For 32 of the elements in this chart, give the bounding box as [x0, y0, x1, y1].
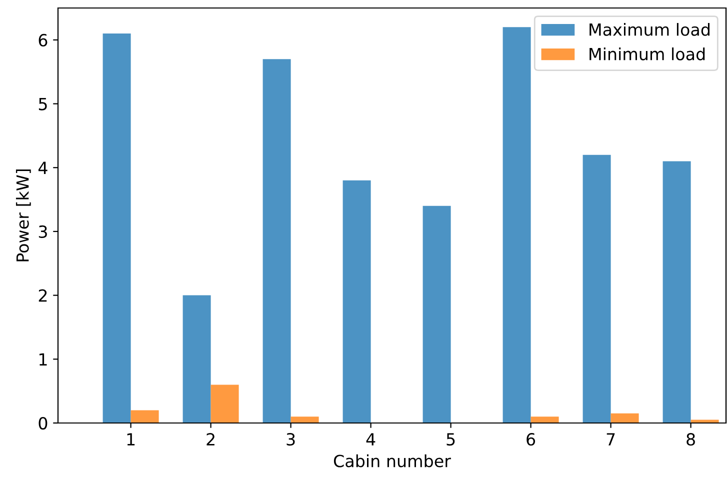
bar: [182, 295, 211, 423]
y-tick-label: 3: [38, 225, 47, 238]
x-tick-label: 5: [446, 433, 455, 446]
y-tick-label: 2: [38, 289, 47, 302]
x-axis-title: Cabin number: [334, 454, 451, 468]
bar: [290, 416, 319, 423]
legend-label: Minimum load: [590, 47, 705, 60]
y-tick-label: 5: [38, 98, 47, 110]
x-tick-label: 7: [606, 433, 615, 446]
bar: [582, 154, 611, 423]
bar: [662, 161, 691, 423]
x-tick-label: 1: [127, 433, 135, 446]
bar: [130, 410, 159, 423]
bar: [342, 180, 371, 423]
legend-label: Maximum load: [590, 23, 710, 36]
bar: [422, 206, 451, 423]
bar: [502, 27, 531, 423]
y-tick-label: 4: [38, 162, 48, 174]
x-tick-label: 2: [206, 433, 214, 446]
y-tick-label: 1: [40, 353, 47, 366]
x-tick-label: 8: [686, 433, 695, 446]
bar: [530, 416, 559, 423]
x-tick-label: 6: [526, 433, 536, 446]
bar: [102, 34, 131, 423]
y-axis-title: Power [kW]: [16, 170, 31, 262]
y-tick-label: 0: [38, 416, 48, 430]
bar: [610, 413, 639, 423]
y-tick-label: 6: [38, 34, 48, 46]
x-tick-label: 3: [286, 433, 295, 446]
bar: [210, 384, 239, 423]
bar: [262, 59, 291, 423]
x-tick-label: 4: [366, 433, 376, 446]
